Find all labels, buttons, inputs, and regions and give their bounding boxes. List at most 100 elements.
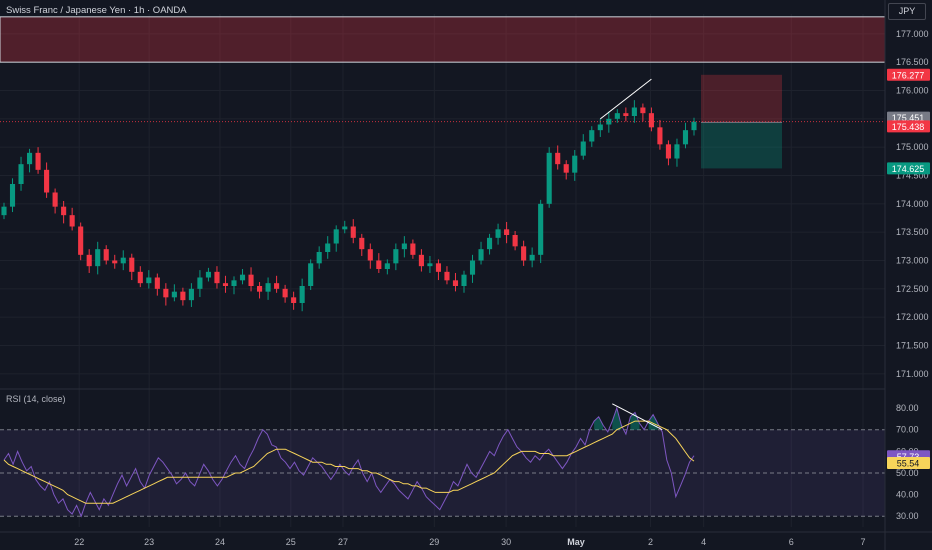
resistance-zone[interactable] <box>0 16 886 63</box>
candle[interactable] <box>52 188 58 214</box>
candle[interactable] <box>384 259 390 275</box>
candle[interactable] <box>95 241 101 275</box>
candle[interactable] <box>563 160 569 180</box>
candle[interactable] <box>69 207 75 231</box>
candle[interactable] <box>188 283 194 307</box>
candle[interactable] <box>512 231 518 251</box>
candle[interactable] <box>333 225 339 252</box>
candle[interactable] <box>631 100 637 123</box>
candle[interactable] <box>197 270 203 298</box>
candle[interactable] <box>239 269 246 285</box>
candle[interactable] <box>1 202 7 220</box>
candle[interactable] <box>580 134 586 160</box>
candle[interactable] <box>265 277 271 300</box>
candle[interactable] <box>572 150 578 181</box>
candle[interactable] <box>112 254 118 269</box>
candle[interactable] <box>180 287 186 306</box>
candle[interactable] <box>299 278 305 312</box>
candle[interactable] <box>444 266 450 285</box>
candle[interactable] <box>359 233 365 256</box>
candle[interactable] <box>648 107 654 132</box>
candle[interactable] <box>257 282 263 299</box>
candle[interactable] <box>171 284 177 302</box>
candle[interactable] <box>154 273 160 296</box>
candle[interactable] <box>427 255 433 273</box>
candle[interactable] <box>529 247 535 268</box>
candle[interactable] <box>623 107 629 122</box>
candle-body <box>469 260 476 275</box>
rsi-ma-value-tag-text: 55.54 <box>897 458 920 468</box>
rsi-divergence-trendline[interactable] <box>612 403 663 431</box>
candle-body <box>265 283 271 292</box>
candle[interactable] <box>614 109 620 123</box>
candle[interactable] <box>469 254 476 283</box>
candle[interactable] <box>137 266 143 288</box>
candle-body <box>376 260 382 269</box>
candle[interactable] <box>487 233 493 255</box>
candle[interactable] <box>248 267 254 292</box>
candle[interactable] <box>521 240 527 266</box>
price-trendline[interactable] <box>599 78 652 120</box>
candle[interactable] <box>274 275 280 293</box>
candle[interactable] <box>350 219 356 244</box>
candle[interactable] <box>9 178 16 213</box>
candle[interactable] <box>376 253 382 273</box>
candle[interactable] <box>640 103 646 122</box>
candle[interactable] <box>86 249 92 273</box>
candle-body <box>239 274 246 281</box>
candle[interactable] <box>478 241 484 265</box>
candle[interactable] <box>435 259 441 281</box>
candle[interactable] <box>61 201 67 224</box>
candle[interactable] <box>367 243 373 269</box>
candle[interactable] <box>325 236 331 259</box>
candle[interactable] <box>44 162 50 198</box>
candle[interactable] <box>78 222 84 261</box>
candle[interactable] <box>393 243 399 271</box>
candle[interactable] <box>291 291 297 310</box>
rsi-tick-label: 80.00 <box>896 403 919 413</box>
time-tick-label: 23 <box>144 537 154 547</box>
candle[interactable] <box>452 272 459 292</box>
candle[interactable] <box>682 122 689 149</box>
candle[interactable] <box>214 266 220 289</box>
candle[interactable] <box>504 221 510 244</box>
candle[interactable] <box>401 236 407 258</box>
position-target-zone[interactable] <box>701 122 782 169</box>
candle[interactable] <box>163 283 169 306</box>
candle[interactable] <box>606 111 612 133</box>
candle[interactable] <box>461 270 467 293</box>
position-stop-zone[interactable] <box>701 74 782 123</box>
candle[interactable] <box>231 276 237 295</box>
candle-body <box>682 130 689 145</box>
candle[interactable] <box>35 147 41 174</box>
candle[interactable] <box>18 156 24 191</box>
candle[interactable] <box>589 126 595 147</box>
candle[interactable] <box>555 145 561 170</box>
candle[interactable] <box>538 199 544 264</box>
candle[interactable] <box>120 250 126 271</box>
candle[interactable] <box>342 220 348 234</box>
candle[interactable] <box>205 267 211 282</box>
candle[interactable] <box>546 147 552 208</box>
price-tick-label: 171.000 <box>896 369 929 379</box>
rsi-line[interactable] <box>3 406 695 518</box>
candle[interactable] <box>146 270 152 289</box>
candle[interactable] <box>27 148 33 173</box>
candle[interactable] <box>222 275 229 293</box>
candle[interactable] <box>410 239 416 259</box>
rsi-ma-line[interactable] <box>3 420 695 504</box>
candle[interactable] <box>691 117 697 136</box>
candle[interactable] <box>316 246 322 269</box>
candle[interactable] <box>129 253 135 281</box>
candle[interactable] <box>665 140 671 166</box>
candle[interactable] <box>103 245 109 265</box>
candle[interactable] <box>495 223 501 245</box>
candle[interactable] <box>308 259 314 290</box>
candle[interactable] <box>674 138 680 167</box>
candle[interactable] <box>657 119 663 150</box>
candle[interactable] <box>418 249 424 272</box>
candle[interactable] <box>282 284 288 303</box>
currency-button[interactable]: JPY <box>888 3 926 20</box>
candle-body <box>521 246 527 261</box>
